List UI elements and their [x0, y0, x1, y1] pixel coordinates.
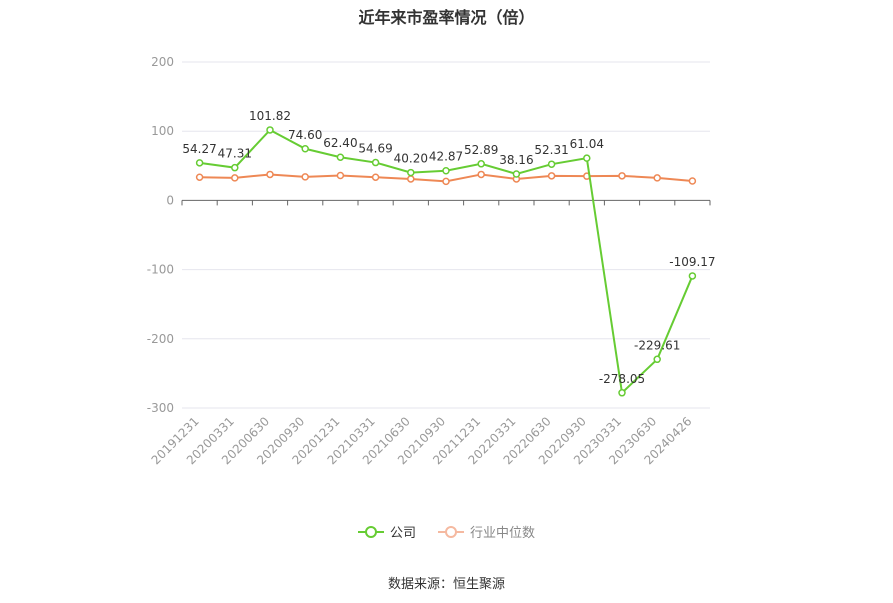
point-company: [618, 389, 626, 397]
grid-layer: [182, 61, 710, 409]
chart-title: 近年来市盈率情况（倍）: [358, 8, 535, 27]
axis-layer: 2001000-100-200-300201912312020033120200…: [147, 55, 711, 467]
y-tick-label: -200: [147, 332, 174, 346]
data-label-company: 54.69: [358, 142, 392, 156]
point-company: [407, 168, 415, 177]
series-layer: [195, 126, 697, 397]
data-label-company: 52.31: [534, 143, 568, 157]
point-company: [336, 153, 345, 161]
data-label-company: 47.31: [218, 147, 252, 161]
legend-swatch-industry-median: [438, 525, 464, 539]
legend-swatch-company: [357, 525, 384, 539]
point-company: [512, 170, 521, 178]
data-label-company: 42.87: [429, 150, 463, 164]
point-company: [688, 272, 697, 280]
data-label-company: 62.40: [323, 136, 357, 150]
data-label-company: 61.04: [570, 137, 604, 151]
point-company: [583, 154, 591, 162]
legend-item-industry-median[interactable]: 行业中位数: [438, 522, 535, 541]
data-label-company: -278.05: [599, 372, 645, 386]
legend: 公司 行业中位数: [0, 522, 893, 541]
point-industry-median: [266, 170, 274, 179]
point-industry-median: [618, 172, 626, 180]
y-tick-label: -300: [147, 401, 174, 415]
point-industry-median: [231, 174, 239, 182]
y-tick-label: 200: [151, 55, 174, 69]
point-company: [195, 159, 204, 167]
point-company: [301, 145, 309, 153]
data-label-company: 52.89: [464, 143, 498, 157]
y-tick-label: 100: [151, 124, 174, 138]
data-label-company: -229.61: [634, 338, 680, 352]
data-label-company: 101.82: [249, 109, 291, 123]
point-company: [547, 160, 556, 168]
point-company: [653, 355, 661, 364]
y-tick-label: 0: [166, 193, 174, 207]
point-industry-median: [477, 170, 485, 179]
y-tick-label: -100: [147, 263, 174, 277]
point-industry-median: [301, 173, 309, 181]
point-company: [477, 160, 485, 168]
point-company: [231, 163, 239, 172]
data-label-company: 38.16: [499, 153, 533, 167]
point-industry-median: [688, 177, 697, 185]
point-industry-median: [407, 175, 415, 183]
legend-label-industry-median: 行业中位数: [470, 526, 536, 541]
legend-item-company[interactable]: 公司: [357, 522, 416, 541]
point-company: [266, 126, 274, 134]
legend-label-company: 公司: [389, 526, 416, 541]
point-industry-median: [371, 173, 380, 181]
point-industry-median: [195, 173, 204, 181]
source-note: 数据来源：恒生聚源: [387, 577, 505, 592]
data-label-company: 54.27: [182, 142, 216, 156]
data-label-company: 40.20: [394, 152, 428, 166]
point-company: [371, 158, 380, 167]
point-industry-median: [547, 172, 556, 180]
point-industry-median: [442, 177, 450, 186]
point-company: [442, 166, 450, 175]
point-industry-median: [336, 171, 345, 180]
data-label-company: -109.17: [669, 255, 715, 269]
point-industry-median: [653, 174, 661, 182]
data-label-company: 74.60: [288, 128, 322, 142]
